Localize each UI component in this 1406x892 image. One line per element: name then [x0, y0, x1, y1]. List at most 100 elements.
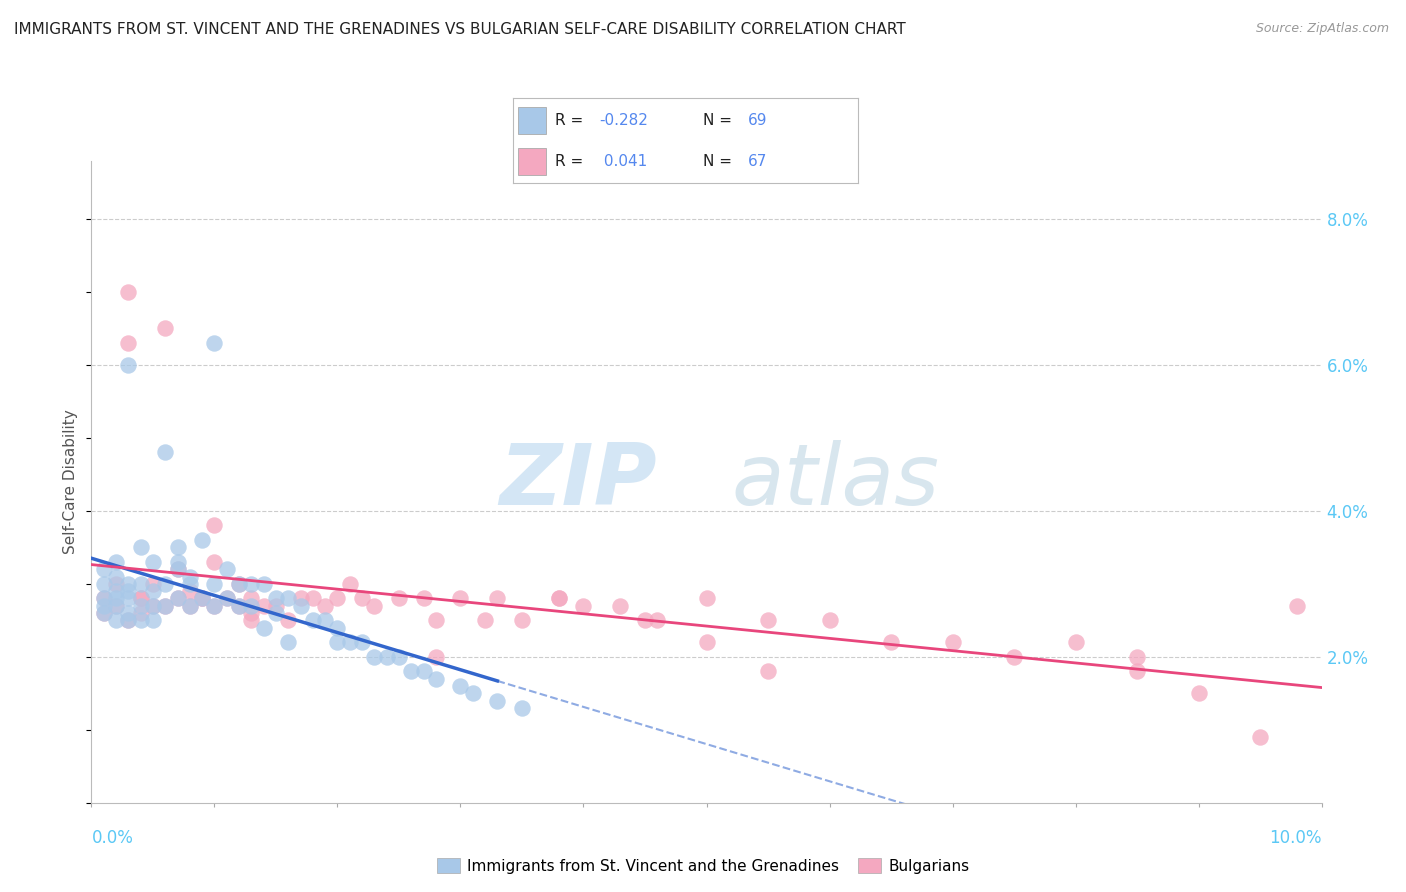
- Point: [202, 555, 225, 569]
- Point: [253, 599, 276, 613]
- Point: [129, 606, 152, 620]
- Point: [129, 541, 152, 555]
- Point: [179, 569, 201, 583]
- Point: [240, 577, 263, 591]
- Point: [510, 701, 533, 715]
- Point: [166, 541, 188, 555]
- Point: [191, 591, 214, 606]
- Point: [301, 591, 323, 606]
- Point: [339, 577, 361, 591]
- Text: 0.0%: 0.0%: [91, 829, 134, 847]
- Point: [105, 591, 127, 606]
- Point: [510, 613, 533, 627]
- Text: 10.0%: 10.0%: [1270, 829, 1322, 847]
- Point: [277, 613, 299, 627]
- Point: [191, 533, 214, 547]
- Point: [228, 577, 250, 591]
- Text: Source: ZipAtlas.com: Source: ZipAtlas.com: [1256, 22, 1389, 36]
- Point: [326, 591, 349, 606]
- FancyBboxPatch shape: [519, 148, 546, 175]
- Text: R =: R =: [554, 153, 588, 169]
- Point: [572, 599, 595, 613]
- Point: [153, 577, 177, 591]
- Point: [93, 606, 115, 620]
- Point: [117, 613, 139, 627]
- Point: [142, 584, 165, 599]
- Point: [253, 621, 276, 635]
- Point: [634, 613, 657, 627]
- Point: [363, 649, 385, 664]
- Point: [215, 591, 238, 606]
- Point: [129, 613, 152, 627]
- Point: [350, 635, 373, 649]
- Point: [461, 686, 484, 700]
- Point: [1126, 665, 1149, 679]
- Point: [240, 599, 263, 613]
- Point: [117, 285, 139, 299]
- Point: [645, 613, 668, 627]
- Point: [1002, 649, 1025, 664]
- Point: [264, 599, 287, 613]
- Point: [105, 613, 127, 627]
- Text: atlas: atlas: [731, 440, 939, 524]
- Text: 67: 67: [748, 153, 766, 169]
- Point: [93, 606, 115, 620]
- Point: [93, 577, 115, 591]
- Point: [412, 591, 434, 606]
- Point: [449, 591, 471, 606]
- Point: [215, 562, 238, 576]
- Point: [880, 635, 903, 649]
- Point: [756, 613, 779, 627]
- Point: [425, 649, 447, 664]
- Point: [202, 336, 225, 351]
- Point: [105, 577, 127, 591]
- Point: [277, 635, 299, 649]
- Point: [117, 584, 139, 599]
- Point: [202, 599, 225, 613]
- Point: [363, 599, 385, 613]
- Text: R =: R =: [554, 112, 588, 128]
- Point: [117, 358, 139, 372]
- Point: [696, 591, 718, 606]
- Point: [388, 591, 411, 606]
- Point: [166, 562, 188, 576]
- Point: [166, 591, 188, 606]
- Text: N =: N =: [703, 153, 737, 169]
- Point: [425, 613, 447, 627]
- Point: [105, 599, 127, 613]
- Point: [350, 591, 373, 606]
- Point: [290, 599, 312, 613]
- Point: [191, 591, 214, 606]
- Point: [93, 599, 115, 613]
- Point: [326, 621, 349, 635]
- FancyBboxPatch shape: [519, 107, 546, 134]
- Point: [142, 613, 165, 627]
- Point: [117, 577, 139, 591]
- Point: [290, 591, 312, 606]
- Point: [105, 599, 127, 613]
- Point: [277, 591, 299, 606]
- Point: [142, 577, 165, 591]
- Text: 0.041: 0.041: [599, 153, 648, 169]
- Y-axis label: Self-Care Disability: Self-Care Disability: [63, 409, 79, 554]
- Point: [191, 591, 214, 606]
- Point: [117, 606, 139, 620]
- Point: [129, 577, 152, 591]
- Point: [105, 584, 127, 599]
- Point: [1126, 649, 1149, 664]
- Point: [228, 577, 250, 591]
- Point: [93, 562, 115, 576]
- Point: [179, 577, 201, 591]
- Point: [202, 577, 225, 591]
- Point: [253, 577, 276, 591]
- Point: [1249, 730, 1271, 744]
- Point: [240, 613, 263, 627]
- Point: [215, 591, 238, 606]
- Point: [142, 555, 165, 569]
- Point: [314, 599, 336, 613]
- Point: [240, 591, 263, 606]
- Point: [105, 569, 127, 583]
- Point: [474, 613, 496, 627]
- Point: [105, 555, 127, 569]
- Point: [326, 635, 349, 649]
